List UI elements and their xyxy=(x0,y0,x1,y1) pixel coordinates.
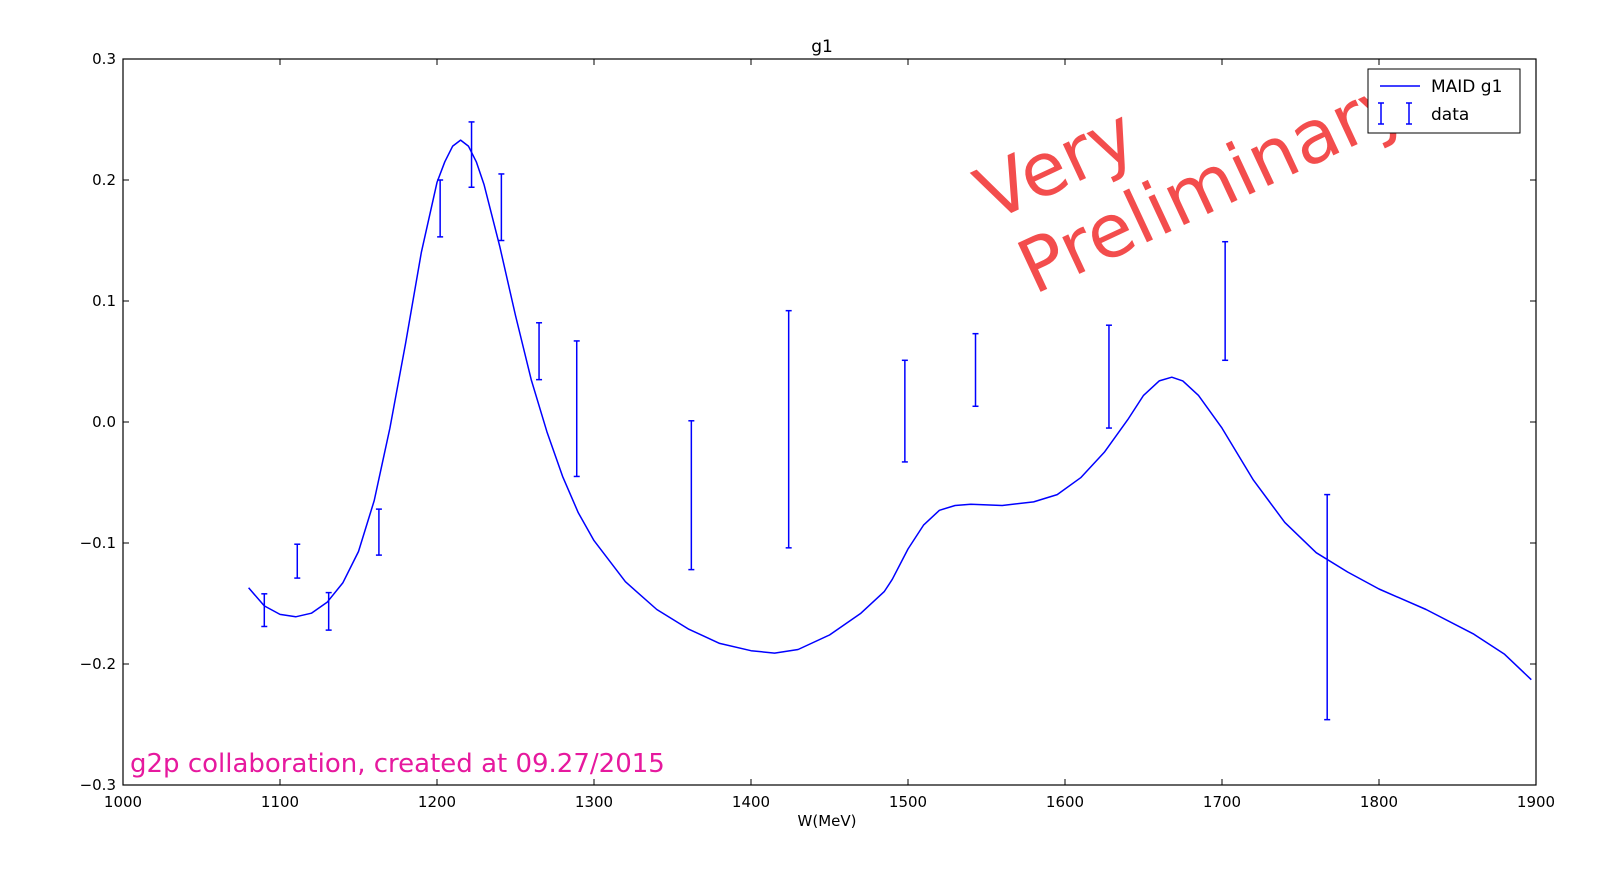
y-tick-label: −0.2 xyxy=(80,655,116,673)
data-errorbar xyxy=(325,591,332,631)
x-tick-label: 1500 xyxy=(889,793,927,811)
y-tick-label: −0.1 xyxy=(80,534,116,552)
chart-title: g1 xyxy=(811,37,833,57)
data-errorbar xyxy=(437,179,444,238)
x-tick-label: 1400 xyxy=(732,793,770,811)
x-tick-label: 1300 xyxy=(575,793,613,811)
y-tick-label: 0.2 xyxy=(92,171,116,189)
x-tick-label: 1700 xyxy=(1203,793,1241,811)
data-errorbar xyxy=(573,340,580,478)
data-errorbar xyxy=(972,332,979,408)
data-errorbar xyxy=(468,121,475,189)
data-errorbar xyxy=(498,173,505,242)
y-tick-label: 0.1 xyxy=(92,292,116,310)
axis-ticks: 1000 1100 1200 1300 1400 1500 1600 1700 1800 1900… xyxy=(80,50,1556,811)
data-errorbar xyxy=(688,420,695,571)
plot-area-frame xyxy=(122,58,1537,786)
x-axis-label: W(MeV) xyxy=(798,812,857,830)
data-errorbar xyxy=(1105,324,1112,429)
x-tick-label: 1900 xyxy=(1517,793,1555,811)
legend-label-data: data xyxy=(1431,105,1469,125)
y-tick-label: −0.3 xyxy=(80,776,116,794)
data-errorbar xyxy=(536,322,543,381)
legend-label-maid-g1: MAID g1 xyxy=(1431,77,1502,97)
data-errorbar xyxy=(901,359,908,463)
series-data-errorbars xyxy=(261,121,1331,721)
data-errorbar xyxy=(375,508,382,556)
legend: MAID g1 data xyxy=(1367,68,1521,134)
y-tick-label: 0.3 xyxy=(92,50,116,68)
x-tick-label: 1100 xyxy=(261,793,299,811)
credit-annotation: g2p collaboration, created at 09.27/2015 xyxy=(130,749,665,779)
data-errorbar xyxy=(1324,493,1331,721)
data-errorbar xyxy=(261,593,268,628)
data-errorbar xyxy=(294,543,301,579)
legend-box xyxy=(1367,68,1521,134)
legend-errorbar-swatch xyxy=(1378,102,1412,125)
data-errorbar xyxy=(785,309,792,549)
x-tick-label: 1600 xyxy=(1046,793,1084,811)
maid-g1-curve xyxy=(248,139,1532,681)
x-tick-label: 1800 xyxy=(1360,793,1398,811)
x-tick-label: 1200 xyxy=(418,793,456,811)
y-tick-label: 0.0 xyxy=(92,413,116,431)
x-tick-label: 1000 xyxy=(104,793,142,811)
data-errorbar xyxy=(1222,240,1229,362)
series-maid-g1 xyxy=(248,139,1532,681)
